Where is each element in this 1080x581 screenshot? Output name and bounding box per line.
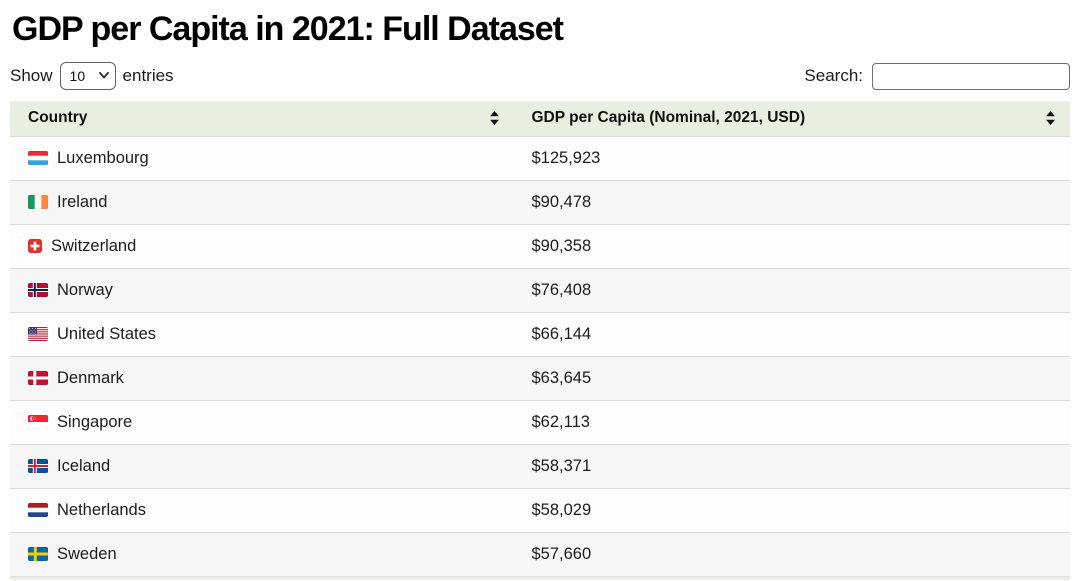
country-cell: Singapore (10, 399, 514, 444)
column-header-gdp[interactable]: GDP per Capita (Nominal, 2021, USD) (513, 101, 1070, 136)
country-label: Ireland (57, 192, 108, 211)
sort-both-icon[interactable] (1045, 110, 1056, 126)
flag-ireland-icon (28, 195, 48, 209)
gdp-value: $90,478 (531, 192, 592, 211)
gdp-cell: $58,371 (513, 443, 1070, 488)
flag-singapore-icon (28, 415, 48, 429)
table-body: Luxembourg $125,923 Ireland $90,478 Swit… (10, 135, 1070, 576)
table-row[interactable]: Iceland $58,371 (10, 443, 1070, 488)
country-cell: Sweden (10, 531, 514, 576)
gdp-cell: $90,358 (513, 223, 1070, 268)
table-footer-strip (10, 576, 1070, 580)
flag-iceland-icon (28, 459, 48, 473)
country-cell: Denmark (10, 355, 514, 400)
country-cell: Iceland (10, 443, 514, 488)
flag-norway-icon (28, 283, 48, 297)
gdp-cell: $66,144 (513, 311, 1070, 356)
country-cell: Switzerland (10, 223, 514, 268)
flag-luxembourg-icon (28, 151, 48, 165)
country-label: Netherlands (57, 500, 146, 519)
column-header-label: GDP per Capita (Nominal, 2021, USD) (531, 109, 806, 127)
search-input[interactable] (872, 62, 1070, 90)
flag-netherlands-icon (28, 503, 48, 517)
country-label: Singapore (57, 412, 133, 431)
show-entries-control: Show 10 entries (10, 62, 174, 90)
country-label: Luxembourg (57, 148, 149, 167)
country-cell: Netherlands (10, 487, 514, 532)
page-size-select[interactable]: 10 (59, 62, 116, 90)
country-cell: Norway (10, 267, 514, 312)
table-row[interactable]: Switzerland $90,358 (10, 223, 1070, 268)
entries-label: entries (122, 66, 174, 85)
country-label: Iceland (57, 456, 111, 475)
flag-united-states-icon (28, 327, 48, 341)
gdp-cell: $90,478 (513, 179, 1070, 224)
search-label: Search: (804, 66, 863, 85)
gdp-value: $62,113 (531, 412, 590, 431)
table-controls: Show 10 entries Search: (10, 62, 1070, 90)
country-cell: Ireland (10, 179, 514, 224)
show-label: Show (10, 66, 53, 85)
flag-switzerland-icon (28, 239, 42, 253)
gdp-value: $125,923 (531, 148, 601, 167)
gdp-cell: $76,408 (513, 267, 1070, 312)
page-title: GDP per Capita in 2021: Full Dataset (12, 10, 564, 48)
table-row[interactable]: United States $66,144 (10, 311, 1070, 356)
page: GDP per Capita in 2021: Full Dataset Sho… (0, 10, 1080, 580)
search-control: Search: (804, 62, 1070, 90)
table-row[interactable]: Ireland $90,478 (10, 179, 1070, 224)
gdp-value: $58,371 (531, 456, 592, 475)
table-row[interactable]: Norway $76,408 (10, 267, 1070, 312)
country-label: Switzerland (51, 236, 137, 255)
table-row[interactable]: Denmark $63,645 (10, 355, 1070, 400)
gdp-cell: $63,645 (513, 355, 1070, 400)
column-header-label: Country (28, 109, 88, 127)
gdp-value: $76,408 (531, 280, 592, 299)
flag-denmark-icon (28, 371, 48, 385)
gdp-cell: $62,113 (513, 399, 1070, 444)
country-label: Denmark (57, 368, 124, 387)
table-row[interactable]: Singapore $62,113 (10, 399, 1070, 444)
gdp-value: $63,645 (531, 368, 592, 387)
gdp-cell: $58,029 (513, 487, 1070, 532)
gdp-table: Country GDP per Capita (Nominal, 2021, U… (10, 101, 1070, 576)
gdp-value: $66,144 (531, 324, 592, 343)
country-cell: United States (10, 311, 514, 356)
column-header-country[interactable]: Country (10, 101, 514, 136)
country-label: Norway (57, 280, 113, 299)
sort-both-icon[interactable] (489, 110, 500, 126)
flag-sweden-icon (28, 547, 48, 562)
country-cell: Luxembourg (10, 135, 514, 180)
gdp-cell: $125,923 (513, 135, 1070, 180)
table-row[interactable]: Netherlands $58,029 (10, 487, 1070, 532)
gdp-cell: $57,660 (513, 531, 1070, 576)
gdp-value: $90,358 (531, 236, 592, 255)
table-row[interactable]: Sweden $57,660 (10, 531, 1070, 576)
gdp-value: $57,660 (531, 544, 592, 563)
table-header-row: Country GDP per Capita (Nominal, 2021, U… (10, 101, 1070, 136)
table-row[interactable]: Luxembourg $125,923 (10, 135, 1070, 180)
country-label: Sweden (57, 544, 117, 563)
gdp-value: $58,029 (531, 500, 592, 519)
country-label: United States (57, 324, 157, 343)
